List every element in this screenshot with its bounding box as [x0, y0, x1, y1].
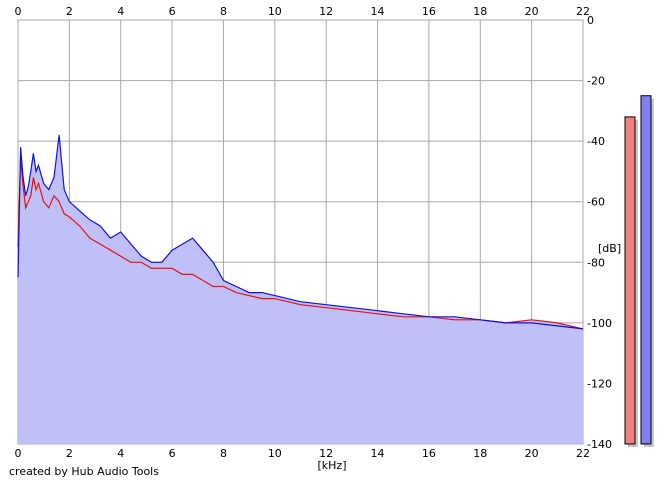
- spectrum-fill-area: [18, 135, 583, 444]
- y-tick-label-2: -40: [587, 135, 605, 148]
- y-tick-label-6: -120: [587, 377, 612, 390]
- x-tick-label-bottom-5: 10: [268, 447, 282, 460]
- x-tick-label-bottom-8: 16: [422, 447, 436, 460]
- x-tick-label-top-10: 20: [525, 5, 539, 18]
- series-line-1: [17, 135, 584, 330]
- x-tick-label-top-9: 18: [473, 5, 487, 18]
- x-tick-label-top-5: 10: [268, 5, 282, 18]
- y-tick-label-1: -20: [587, 75, 605, 88]
- x-tick-label-bottom-6: 12: [319, 447, 333, 460]
- x-tick-label-bottom-3: 6: [169, 447, 176, 460]
- y-tick-label-3: -60: [587, 196, 605, 209]
- credit-text: created by Hub Audio Tools: [9, 465, 159, 478]
- series-line-0: [17, 156, 584, 330]
- x-tick-label-bottom-9: 18: [473, 447, 487, 460]
- level-meter-bar-1: [640, 95, 652, 445]
- x-tick-label-bottom-0: 0: [15, 447, 22, 460]
- x-tick-label-bottom-11: 22: [576, 447, 590, 460]
- y-axis-title: [dB]: [598, 242, 621, 255]
- x-tick-label-top-2: 4: [117, 5, 124, 18]
- x-tick-label-top-6: 12: [319, 5, 333, 18]
- level-meter-bar-0: [624, 116, 636, 445]
- x-tick-label-top-1: 2: [66, 5, 73, 18]
- x-axis-title: [kHz]: [318, 459, 347, 472]
- x-tick-label-bottom-2: 4: [117, 447, 124, 460]
- x-tick-label-bottom-1: 2: [66, 447, 73, 460]
- y-tick-label-5: -100: [587, 317, 612, 330]
- x-tick-label-top-7: 14: [371, 5, 385, 18]
- y-tick-label-4: -80: [587, 256, 605, 269]
- x-tick-label-top-4: 8: [220, 5, 227, 18]
- x-tick-label-bottom-4: 8: [220, 447, 227, 460]
- y-tick-label-0: 0: [587, 14, 594, 27]
- x-tick-label-top-11: 22: [576, 5, 590, 18]
- x-tick-label-bottom-10: 20: [525, 447, 539, 460]
- y-tick-label-7: -140: [587, 438, 612, 451]
- x-tick-label-bottom-7: 14: [371, 447, 385, 460]
- x-tick-label-top-8: 16: [422, 5, 436, 18]
- x-tick-label-top-0: 0: [15, 5, 22, 18]
- x-tick-label-top-3: 6: [169, 5, 176, 18]
